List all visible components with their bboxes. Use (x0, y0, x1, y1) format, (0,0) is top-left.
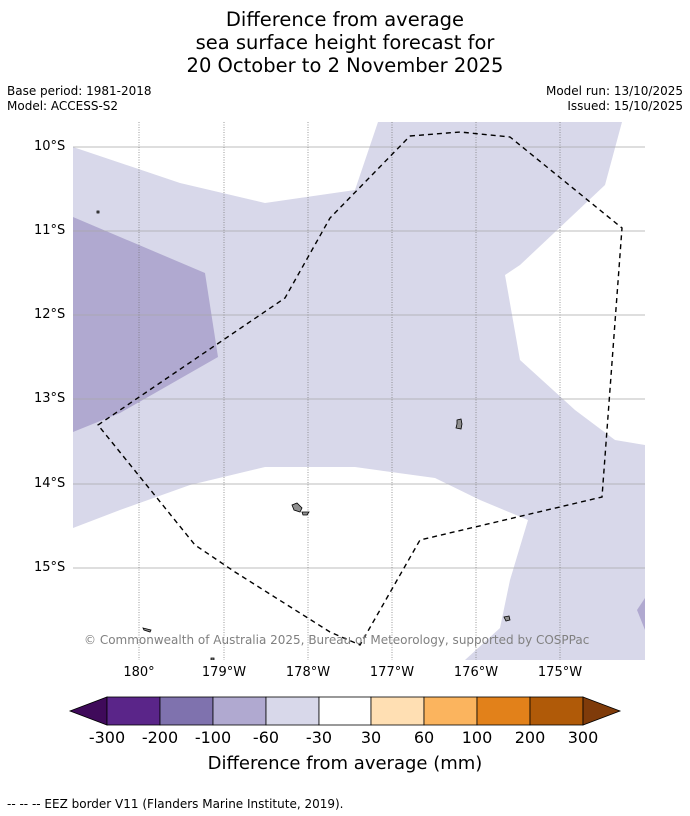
colorbar-tick: -200 (141, 728, 179, 747)
colorbar-seg-3 (212, 696, 267, 726)
title-line-3: 20 October to 2 November 2025 (186, 54, 504, 77)
colorbar-seg-8 (476, 696, 531, 726)
base-period: Base period: 1981-2018 (7, 84, 152, 98)
island-wallis (291, 502, 303, 513)
anomaly-mid-edge (637, 598, 645, 630)
colorbar-extend-high (582, 696, 622, 726)
colorbar-seg-2 (159, 696, 214, 726)
island-tiny-1 (96, 210, 100, 214)
colorbar-tick: 200 (514, 728, 546, 747)
colorbar-tick: -60 (252, 728, 280, 747)
colorbar-seg-1 (106, 696, 161, 726)
lon-label-176w: 176°W (453, 665, 499, 680)
lon-label-178w: 178°W (285, 665, 331, 680)
meta-left: Base period: 1981-2018 Model: ACCESS-S2 (7, 84, 152, 114)
lon-label-180: 180° (123, 665, 155, 680)
island-tiny-2 (142, 627, 152, 633)
model-run: Model run: 13/10/2025 (545, 84, 683, 98)
colorbar (68, 696, 622, 726)
anomaly-mid-region (73, 217, 218, 432)
lon-gridlines (138, 122, 561, 660)
lon-label-179w: 179°W (201, 665, 247, 680)
eez-border (96, 131, 623, 646)
colorbar-seg-7 (423, 696, 478, 726)
meta-right: Model run: 13/10/2025 Issued: 15/10/2025 (546, 84, 683, 114)
lat-label-14s: 14°S (34, 476, 66, 491)
colorbar-tick: -30 (305, 728, 333, 747)
colorbar-tick: 30 (360, 728, 382, 747)
colorbar-seg-9 (529, 696, 584, 726)
colorbar-title: Difference from average (mm) (207, 753, 483, 774)
colorbar-extend-low (68, 696, 108, 726)
island-tiny-3 (210, 657, 215, 660)
island-futuna (503, 615, 511, 622)
lat-gridlines (73, 146, 645, 569)
colorbar-tick: -100 (194, 728, 232, 747)
island-rotuma (455, 418, 463, 430)
issued-date: Issued: 15/10/2025 (567, 99, 683, 113)
islands (96, 210, 511, 660)
colorbar-tick: 60 (413, 728, 435, 747)
island-wallis-2 (301, 511, 310, 516)
anomaly-light-region (73, 122, 645, 660)
colorbar-seg-5 (318, 696, 372, 726)
copyright-notice: © Commonwealth of Australia 2025, Bureau… (84, 633, 590, 647)
map-area (73, 122, 645, 660)
colorbar-seg-6 (370, 696, 425, 726)
lat-label-10s: 10°S (34, 139, 66, 154)
title-line-2: sea surface height forecast for (195, 31, 495, 54)
colorbar-tick: -300 (88, 728, 126, 747)
title-line-1: Difference from average (225, 8, 465, 31)
lon-label-177w: 177°W (369, 665, 415, 680)
lat-label-12s: 12°S (34, 307, 66, 322)
colorbar-tick: 100 (461, 728, 493, 747)
lon-label-175w: 175°W (537, 665, 583, 680)
chart-title: Difference from average sea surface heig… (0, 8, 690, 77)
eez-legend-footer: -- -- -- EEZ border V11 (Flanders Marine… (7, 797, 344, 811)
colorbar-tick: 300 (567, 728, 599, 747)
model-name: Model: ACCESS-S2 (7, 99, 119, 113)
lat-label-11s: 11°S (34, 223, 66, 238)
lat-label-13s: 13°S (34, 391, 66, 406)
colorbar-seg-4 (265, 696, 320, 726)
lat-label-15s: 15°S (34, 560, 66, 575)
